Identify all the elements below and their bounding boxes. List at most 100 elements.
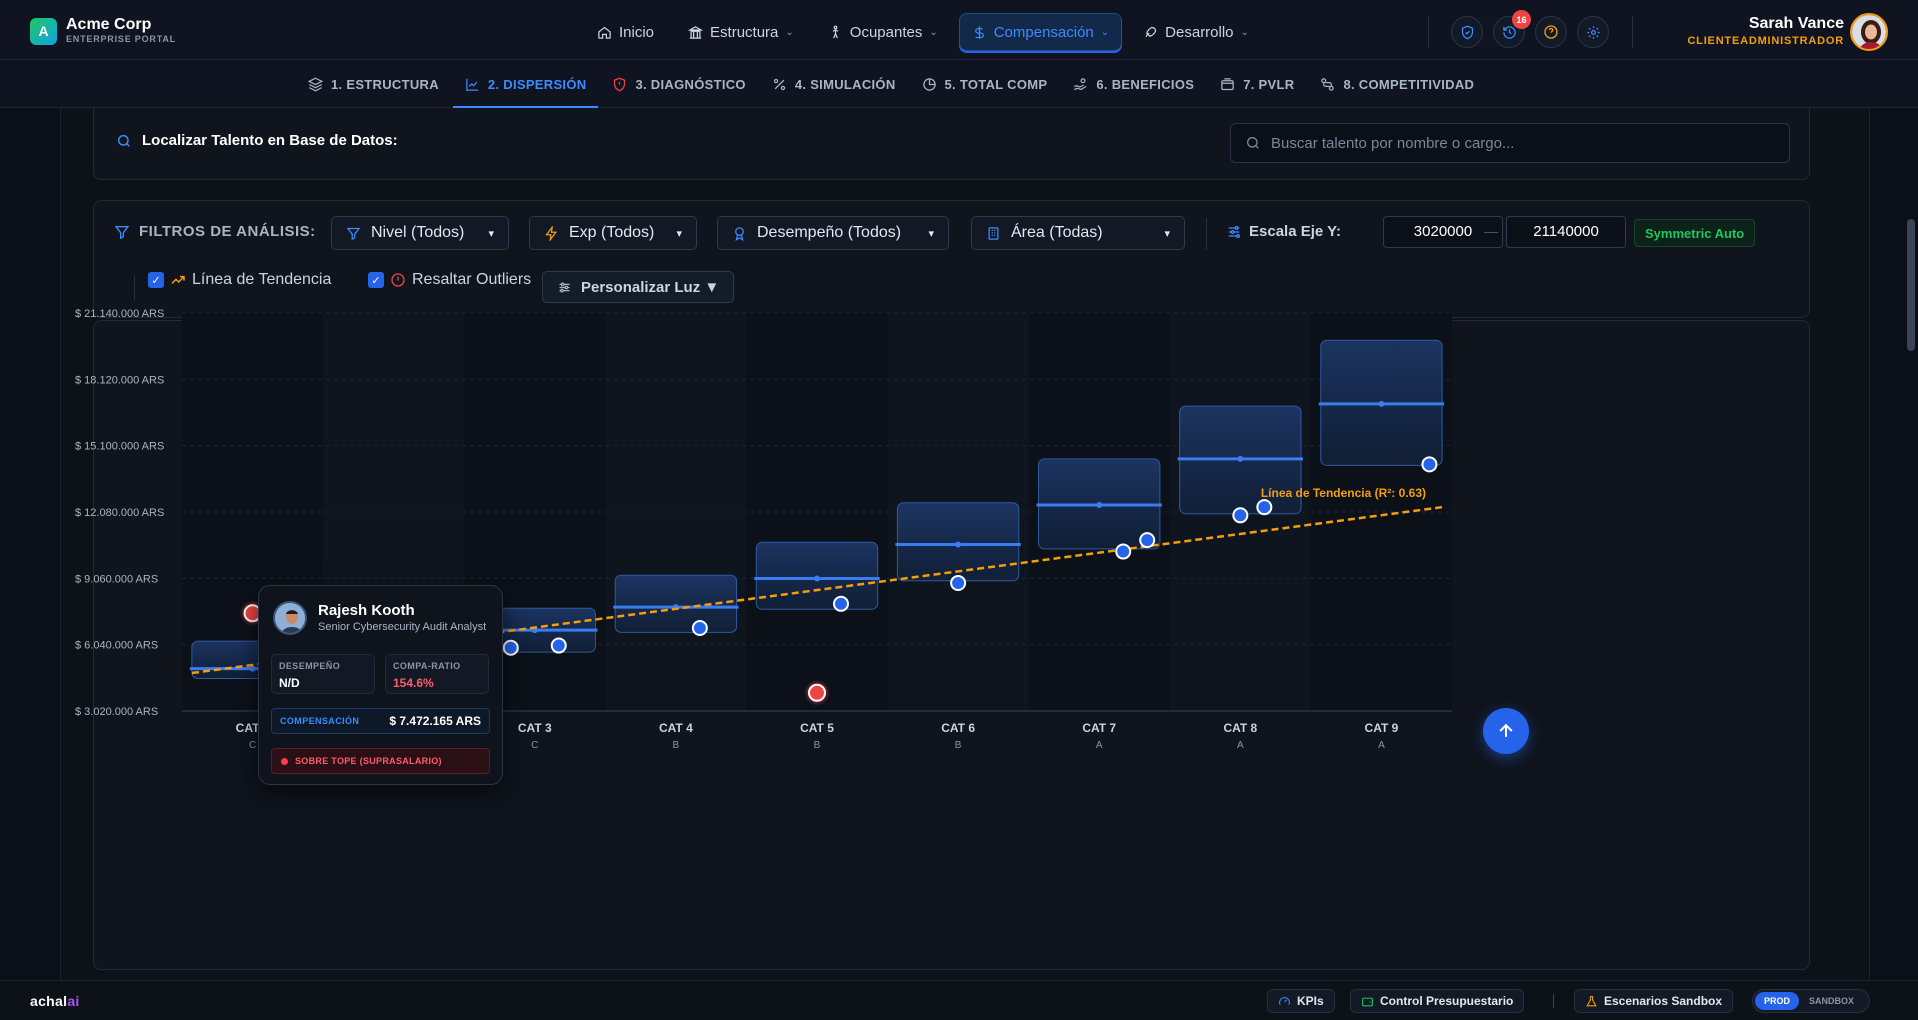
tab-estructura[interactable]: 1. ESTRUCTURA	[296, 60, 451, 108]
person-icon	[832, 25, 839, 38]
customize-label: Personalizar Luz ▼	[581, 278, 720, 296]
midpoint-dot	[955, 541, 962, 548]
nav-compensacion[interactable]: Compensación ⌄	[958, 13, 1123, 51]
over-cap-alert: SOBRE TOPE (SUPRASALARIO)	[271, 748, 490, 774]
category-sublabel: C	[249, 740, 256, 751]
user-avatar[interactable]	[1850, 13, 1888, 51]
y-min-input[interactable]: 3020000	[1383, 216, 1503, 248]
kpis-label: KPIs	[1297, 994, 1324, 1008]
exp-select[interactable]: Exp (Todos) ▾	[529, 216, 697, 250]
category-label: CAT 6	[941, 721, 975, 735]
employee-point	[1115, 543, 1132, 560]
home-icon	[598, 26, 611, 39]
check-icon[interactable]: ✓	[148, 272, 164, 288]
employee-role: Senior Cybersecurity Audit Analyst	[318, 621, 487, 633]
midpoint-dot	[1096, 501, 1103, 508]
nivel-select[interactable]: Nivel (Todos) ▾	[331, 216, 509, 250]
nivel-value: Nivel (Todos)	[371, 224, 465, 241]
search-icon	[1247, 137, 1259, 149]
notifications-button[interactable]: 16	[1493, 10, 1531, 48]
tab-beneficios[interactable]: 6. BENEFICIOS	[1061, 60, 1206, 108]
compensation-value: $ 7.472.165 ARS	[389, 714, 481, 728]
employee-point	[832, 595, 849, 612]
app-logo: A	[30, 17, 57, 45]
brand[interactable]: A Acme Corp ENTERPRISE PORTAL	[30, 17, 176, 45]
employee-point	[691, 619, 708, 636]
scroll-top-button[interactable]	[1483, 708, 1529, 754]
nav-ocupantes[interactable]: Ocupantes ⌄	[815, 13, 951, 51]
alert-text: SOBRE TOPE (SUPRASALARIO)	[295, 756, 442, 766]
area-select[interactable]: Área (Todas) ▾	[971, 216, 1185, 250]
compensation-row: COMPENSACIÓN $ 7.472.165 ARS	[271, 708, 490, 734]
help-button[interactable]	[1535, 16, 1567, 48]
compensation-label: COMPENSACIÓN	[280, 716, 360, 726]
alert-dot	[281, 757, 288, 765]
tab-total-comp[interactable]: 5. TOTAL COMP	[910, 60, 1060, 108]
tab-label: 2. DISPERSIÓN	[487, 76, 587, 92]
kpis-button[interactable]: KPIs	[1267, 989, 1335, 1013]
y-scale-label: Escala Eje Y:	[1226, 223, 1341, 240]
history-icon	[1502, 25, 1516, 39]
category-sublabel: A	[1378, 740, 1385, 751]
talent-search-input[interactable]	[1271, 134, 1771, 152]
nav-desarrollo[interactable]: Desarrollo ⌄	[1130, 13, 1262, 51]
nav-label: Inicio	[619, 23, 655, 41]
exp-value: Exp (Todos)	[569, 224, 655, 241]
section-tabbar: 1. ESTRUCTURA 2. DISPERSIÓN 3. DIAGNÓSTI…	[0, 60, 1918, 108]
midpoint-dot	[1237, 455, 1244, 462]
check-icon[interactable]: ✓	[368, 272, 384, 288]
filters-title: FILTROS DE ANÁLISIS:	[114, 223, 316, 240]
tab-label: 4. SIMULACIÓN	[794, 76, 896, 92]
settings-button[interactable]	[1577, 16, 1609, 48]
range-separator: —	[1484, 223, 1498, 239]
trend-line-toggle[interactable]: ✓ Línea de Tendencia	[148, 271, 331, 289]
arrow-up-icon	[1499, 723, 1513, 737]
chevron-down-icon: ⌄	[1100, 26, 1110, 38]
talent-search-box[interactable]	[1230, 123, 1790, 163]
employee-point	[550, 637, 567, 654]
symmetric-auto-button[interactable]: Symmetric Auto	[1634, 219, 1756, 247]
tab-label: 5. TOTAL COMP	[944, 76, 1048, 92]
env-prod[interactable]: PROD	[1755, 992, 1800, 1010]
user-info[interactable]: Sarah Vance CLIENTEADMINISTRADOR	[1687, 15, 1844, 47]
sandbox-scenarios-button[interactable]: Escenarios Sandbox	[1574, 989, 1734, 1013]
outlier-point	[808, 683, 826, 702]
employee-point	[502, 639, 519, 656]
tab-pvlr[interactable]: 7. PVLR	[1208, 60, 1306, 108]
customize-light-button[interactable]: Personalizar Luz ▼	[542, 271, 735, 303]
desempeno-select[interactable]: Desempeño (Todos) ▾	[717, 216, 949, 250]
env-sandbox[interactable]: SANDBOX	[1809, 996, 1855, 1006]
budget-control-button[interactable]: Control Presupuestario	[1350, 989, 1525, 1013]
tab-diagnostico[interactable]: 3. DIAGNÓSTICO	[600, 60, 757, 108]
employee-point	[1256, 499, 1273, 516]
security-button[interactable]	[1451, 16, 1483, 48]
app-name: Acme Corp	[66, 16, 152, 33]
performance-box: DESEMPEÑO N/D	[271, 654, 375, 694]
chevron-down-icon: ▾	[488, 227, 494, 240]
chevron-down-icon: ⌄	[1240, 26, 1249, 38]
category-label: CAT 4	[659, 721, 693, 735]
divider	[1428, 16, 1429, 48]
scrollbar-thumb[interactable]	[1907, 219, 1915, 351]
performance-value: N/D	[279, 676, 300, 690]
y-max-input[interactable]: 21140000	[1506, 216, 1626, 248]
tab-label: 8. COMPETITIVIDAD	[1343, 76, 1475, 92]
app-subtitle: ENTERPRISE PORTAL	[66, 34, 176, 44]
environment-toggle[interactable]: PROD SANDBOX	[1752, 989, 1870, 1013]
tab-dispersion[interactable]: 2. DISPERSIÓN	[452, 60, 599, 108]
nav-estructura[interactable]: Estructura ⌄	[675, 13, 807, 51]
category-label: CAT 3	[518, 721, 552, 735]
outliers-toggle[interactable]: ✓ Resaltar Outliers	[368, 271, 531, 289]
talent-search-panel: Localizar Talento en Base de Datos:	[93, 108, 1810, 180]
divider	[1553, 994, 1554, 1008]
budget-label: Control Presupuestario	[1380, 994, 1514, 1008]
y-tick-label: $ 3.020.000 ARS	[75, 706, 158, 718]
salary-band	[614, 574, 738, 633]
user-name: Sarah Vance	[1748, 15, 1844, 32]
nav-inicio[interactable]: Inicio	[584, 13, 667, 51]
building-icon	[688, 25, 704, 39]
tab-competitividad[interactable]: 8. COMPETITIVIDAD	[1308, 60, 1486, 108]
tab-simulacion[interactable]: 4. SIMULACIÓN	[760, 60, 908, 108]
employee-avatar	[273, 601, 307, 635]
